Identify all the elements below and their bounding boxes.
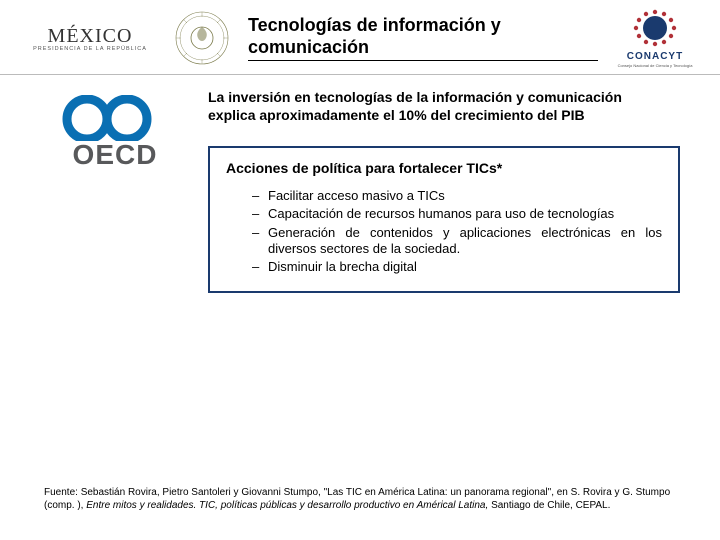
conacyt-label: CONACYT bbox=[627, 51, 683, 62]
header: MÉXICO PRESIDENCIA DE LA REPÚBLICA Tecno… bbox=[0, 0, 720, 74]
mexico-wordmark: MÉXICO bbox=[48, 25, 133, 48]
title-block: Tecnologías de información y comunicació… bbox=[244, 15, 598, 61]
policy-list: Facilitar acceso masivo a TICs Capacitac… bbox=[226, 188, 662, 275]
footnote-post: Santiago de Chile, CEPAL. bbox=[491, 500, 610, 511]
footnote: Fuente: Sebastián Rovira, Pietro Santole… bbox=[44, 487, 676, 512]
footnote-italic: Entre mitos y realidades. TIC, políticas… bbox=[86, 500, 491, 511]
right-column: La inversión en tecnologías de la inform… bbox=[208, 89, 680, 293]
conacyt-logo: CONACYT Consejo Nacional de Ciencia y Te… bbox=[610, 8, 700, 68]
list-item: Facilitar acceso masivo a TICs bbox=[252, 188, 662, 204]
intro-text: La inversión en tecnologías de la inform… bbox=[208, 89, 680, 124]
conacyt-subtitle: Consejo Nacional de Ciencia y Tecnología bbox=[618, 63, 693, 68]
content-area: OECD La inversión en tecnologías de la i… bbox=[0, 75, 720, 293]
oecd-logo: OECD bbox=[40, 89, 190, 293]
list-item: Capacitación de recursos humanos para us… bbox=[252, 206, 662, 222]
seal-icon bbox=[172, 8, 232, 68]
mexico-logo: MÉXICO PRESIDENCIA DE LA REPÚBLICA bbox=[20, 25, 160, 52]
list-item: Generación de contenidos y aplicaciones … bbox=[252, 225, 662, 258]
list-item: Disminuir la brecha digital bbox=[252, 259, 662, 275]
oecd-rings-icon bbox=[55, 95, 175, 141]
oecd-label: OECD bbox=[73, 139, 158, 171]
page-title: Tecnologías de información y comunicació… bbox=[248, 15, 598, 61]
panel-heading: Acciones de política para fortalecer TIC… bbox=[226, 160, 662, 176]
policy-panel: Acciones de política para fortalecer TIC… bbox=[208, 146, 680, 293]
conacyt-icon bbox=[630, 8, 680, 50]
mexico-subtitle: PRESIDENCIA DE LA REPÚBLICA bbox=[33, 46, 147, 52]
